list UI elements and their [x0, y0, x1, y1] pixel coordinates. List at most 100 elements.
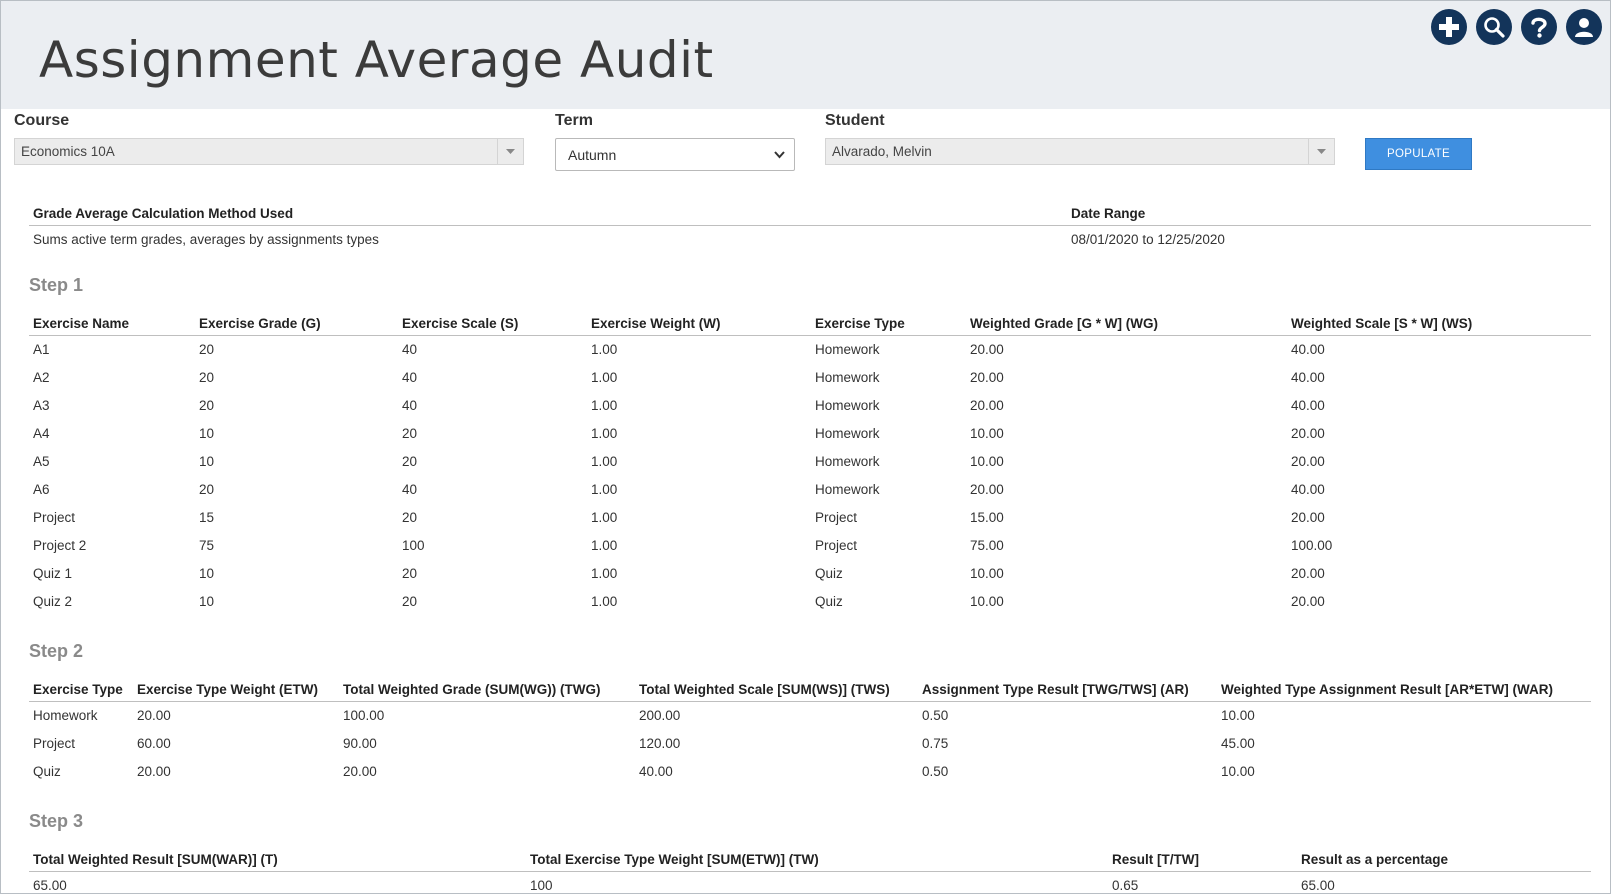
table-cell: 0.65	[1112, 877, 1139, 893]
table-cell: 10.00	[970, 565, 1004, 581]
course-value: Economics 10A	[21, 144, 115, 159]
table-row: A3 20 40 1.00 Homework 20.00 40.00	[29, 391, 1591, 419]
page-header: Assignment Average Audit	[1, 1, 1610, 109]
table-cell: 200.00	[639, 707, 681, 723]
table-cell: Homework	[815, 369, 880, 385]
term-value: Autumn	[568, 147, 617, 163]
table-cell: Homework	[815, 397, 880, 413]
table-cell: 90.00	[343, 735, 377, 751]
table-cell: Project	[815, 509, 858, 525]
table-cell: 40	[402, 369, 418, 385]
column-header: Exercise Type	[811, 311, 966, 336]
calculation-info: Grade Average Calculation Method Used Da…	[29, 201, 1591, 253]
table-cell: Quiz 2	[33, 593, 73, 609]
table-cell: 120.00	[639, 735, 681, 751]
table-cell: 20.00	[970, 397, 1004, 413]
table-row: Project 15 20 1.00 Project 15.00 20.00	[29, 503, 1591, 531]
table-cell: 20.00	[343, 763, 377, 779]
table-cell: Quiz	[33, 763, 61, 779]
course-dropdown-arrow[interactable]	[497, 139, 523, 164]
table-row: A4 10 20 1.00 Homework 10.00 20.00	[29, 419, 1591, 447]
table-cell: 20	[402, 509, 418, 525]
table-cell: Homework	[815, 425, 880, 441]
term-label: Term	[555, 112, 593, 129]
table-cell: Project	[815, 537, 858, 553]
table-cell: Homework	[33, 707, 98, 723]
populate-button[interactable]: POPULATE	[1365, 138, 1472, 170]
table-cell: 1.00	[591, 369, 618, 385]
table-cell: 1.00	[591, 537, 618, 553]
table-row: A2 20 40 1.00 Homework 20.00 40.00	[29, 363, 1591, 391]
student-dropdown-arrow[interactable]	[1308, 139, 1334, 164]
table-cell: A1	[33, 341, 50, 357]
table-cell: A5	[33, 453, 50, 469]
table-cell: 100.00	[1291, 537, 1333, 553]
table-cell: A2	[33, 369, 50, 385]
table-cell: Quiz 1	[33, 565, 73, 581]
column-header: Weighted Scale [S * W] (WS)	[1287, 311, 1591, 336]
column-header: Exercise Scale (S)	[398, 311, 587, 336]
step3-table: Total Weighted Result [SUM(WAR)] (T) Tota…	[29, 847, 1591, 894]
table-cell: 20.00	[1291, 509, 1325, 525]
table-cell: 65.00	[33, 877, 67, 893]
table-cell: 75.00	[970, 537, 1004, 553]
student-combobox[interactable]: Alvarado, Melvin	[825, 138, 1335, 165]
term-select[interactable]: Autumn	[555, 138, 795, 171]
table-cell: 20.00	[1291, 565, 1325, 581]
table-cell: 1.00	[591, 453, 618, 469]
table-cell: 1.00	[591, 509, 618, 525]
table-cell: 100.00	[343, 707, 385, 723]
table-row: 65.00 100 0.65 65.00	[29, 871, 1591, 894]
table-cell: 10	[199, 565, 215, 581]
table-cell: Quiz	[815, 593, 843, 609]
table-cell: 100	[530, 877, 553, 893]
table-cell: 20	[402, 593, 418, 609]
table-cell: 20	[199, 481, 215, 497]
column-header: Total Weighted Grade (SUM(WG)) (TWG)	[339, 677, 635, 702]
search-button[interactable]	[1476, 9, 1512, 45]
table-cell: 20	[199, 369, 215, 385]
table-cell: 0.50	[922, 707, 949, 723]
table-row: A1 20 40 1.00 Homework 20.00 40.00	[29, 335, 1591, 363]
table-cell: 65.00	[1301, 877, 1335, 893]
table-cell: 40	[402, 397, 418, 413]
user-button[interactable]	[1566, 9, 1602, 45]
table-row: Quiz 1 10 20 1.00 Quiz 10.00 20.00	[29, 559, 1591, 587]
method-value: Sums active term grades, averages by ass…	[33, 231, 379, 247]
column-header: Result as a percentage	[1297, 847, 1591, 872]
table-cell: 20.00	[137, 707, 171, 723]
header-toolbar	[1431, 9, 1602, 45]
table-cell: 20	[402, 565, 418, 581]
course-combobox[interactable]: Economics 10A	[14, 138, 524, 165]
add-button[interactable]	[1431, 9, 1467, 45]
course-label: Course	[14, 112, 70, 129]
table-cell: 1.00	[591, 565, 618, 581]
user-icon	[1575, 18, 1593, 37]
table-cell: 20	[402, 425, 418, 441]
table-cell: Project	[33, 509, 76, 525]
table-cell: 10.00	[1221, 763, 1255, 779]
table-cell: Quiz	[815, 565, 843, 581]
table-row: Project 60.00 90.00 120.00 0.75 45.00	[29, 729, 1591, 757]
table-cell: Homework	[815, 341, 880, 357]
table-cell: 10.00	[970, 453, 1004, 469]
table-cell: 20	[199, 397, 215, 413]
search-icon	[1484, 17, 1505, 38]
help-button[interactable]	[1521, 9, 1557, 45]
column-header: Total Weighted Result [SUM(WAR)] (T)	[29, 847, 526, 872]
column-header: Weighted Grade [G * W] (WG)	[966, 311, 1287, 336]
method-header: Grade Average Calculation Method Used	[29, 201, 1067, 226]
column-header: Exercise Weight (W)	[587, 311, 811, 336]
column-header: Exercise Type	[29, 677, 133, 702]
step2-title: Step 2	[29, 641, 84, 661]
table-cell: 40.00	[1291, 341, 1325, 357]
table-cell: 0.50	[922, 763, 949, 779]
table-cell: 20	[402, 453, 418, 469]
step1-title: Step 1	[29, 275, 84, 295]
table-cell: 20.00	[1291, 425, 1325, 441]
table-cell: 10	[199, 425, 215, 441]
table-cell: 10.00	[1221, 707, 1255, 723]
column-header: Exercise Grade (G)	[195, 311, 398, 336]
table-cell: 75	[199, 537, 215, 553]
table-cell: 15	[199, 509, 215, 525]
